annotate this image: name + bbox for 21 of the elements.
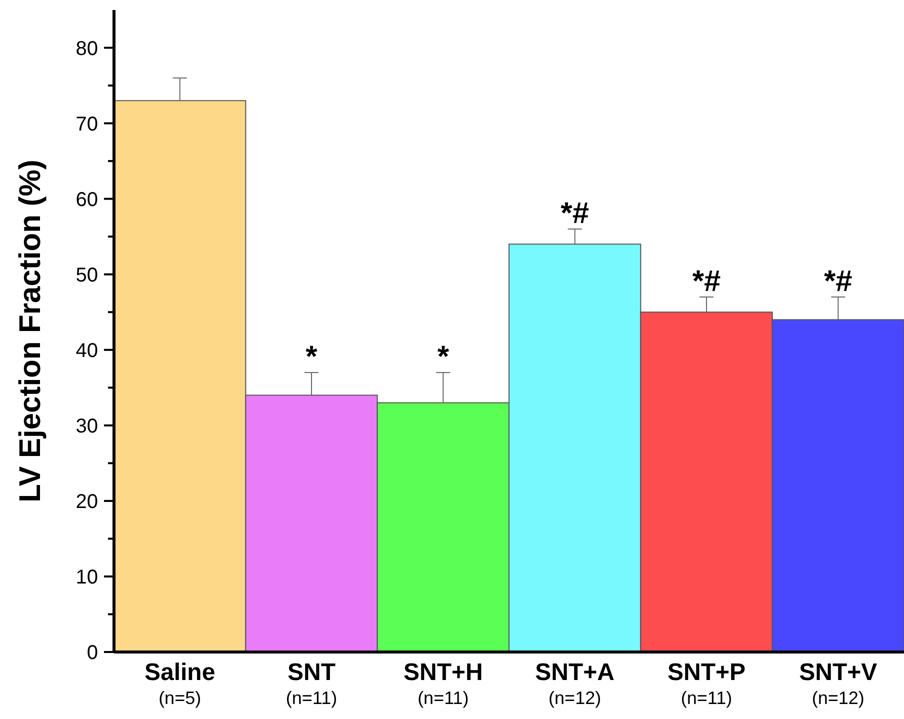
annotation: *# (692, 265, 721, 298)
annotation: *# (560, 197, 590, 230)
y-tick-label: 80 (76, 38, 98, 60)
annotation: * (437, 340, 450, 374)
x-tick-label: SNT+P (n=11) (667, 659, 746, 708)
x-tick-label: SNT (n=11) (286, 659, 338, 708)
annotation: *# (824, 265, 853, 298)
x-tick-label: SNT+A (n=12) (535, 659, 615, 708)
y-tick-label: 70 (76, 113, 98, 136)
y-tick-label: 0 (86, 642, 98, 664)
x-tick-label: SNT+V (n=12) (799, 659, 878, 708)
y-tick-label: 40 (76, 340, 98, 362)
x-tick-label: SNT+H (n=11) (403, 659, 483, 708)
x-tick-label: Saline (n=5) (144, 659, 216, 708)
y-tick-label: 10 (76, 566, 98, 588)
y-tick-label: 60 (76, 188, 98, 211)
y-tick-label: 30 (76, 415, 98, 438)
annotation: * (306, 340, 318, 374)
y-axis-title: LV Ejection Fraction (%) (14, 160, 47, 502)
y-tick-label: 20 (76, 490, 98, 513)
y-tick-label: 50 (76, 264, 98, 286)
